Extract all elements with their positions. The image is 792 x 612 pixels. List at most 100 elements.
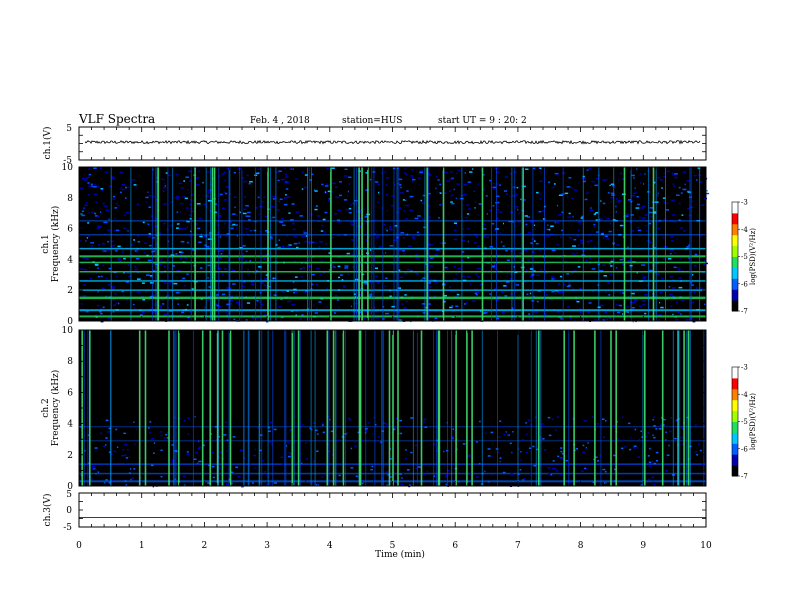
spectrogram-sferic bbox=[258, 330, 260, 486]
spectrogram-noise-cell bbox=[551, 290, 555, 293]
spectrogram-noise-cell bbox=[368, 295, 373, 297]
spectrogram-noise-cell bbox=[149, 275, 153, 277]
spectrogram-noise-cell bbox=[402, 252, 405, 255]
spectrogram-noise-cell bbox=[369, 281, 372, 283]
spectrogram-noise-cell bbox=[153, 250, 156, 252]
spectrogram-noise-cell bbox=[532, 445, 535, 448]
spectrogram-noise-cell bbox=[594, 456, 598, 458]
spectrogram-noise-cell bbox=[511, 451, 513, 454]
spectrogram-sferic bbox=[248, 330, 250, 486]
spectrogram-noise-cell bbox=[198, 460, 202, 463]
spectrogram-noise-cell bbox=[536, 448, 539, 451]
ch3-ytick-middle: 0 bbox=[66, 506, 72, 516]
spectrogram-noise-cell bbox=[163, 203, 167, 205]
spectrogram-noise-cell bbox=[521, 439, 524, 441]
spectrogram-noise-cell bbox=[207, 238, 212, 240]
spectrogram-noise-cell bbox=[528, 317, 531, 320]
spectrogram-noise-cell bbox=[572, 287, 574, 290]
spectrogram-noise-cell bbox=[540, 423, 544, 425]
spectrogram-noise-cell bbox=[91, 212, 94, 214]
spectrogram-noise-cell bbox=[657, 176, 661, 179]
spectrogram-noise-cell bbox=[354, 236, 356, 238]
spectrogram-noise-cell bbox=[208, 242, 210, 244]
spectrogram-noise-cell bbox=[391, 305, 396, 308]
spectrogram-noise-cell bbox=[314, 206, 317, 208]
spectrogram-noise-cell bbox=[497, 183, 499, 185]
spectrogram-noise-cell bbox=[279, 198, 283, 200]
spectrogram-noise-cell bbox=[482, 235, 487, 238]
spectrogram-noise-cell bbox=[428, 303, 431, 305]
spectrogram-noise-cell bbox=[151, 294, 156, 296]
spectrogram-sferic bbox=[655, 167, 657, 321]
spectrogram-noise-cell bbox=[182, 277, 186, 280]
spectrogram-noise-cell bbox=[694, 424, 697, 426]
spectrogram-noise-cell bbox=[124, 197, 127, 199]
spectrogram-noise-cell bbox=[398, 249, 402, 251]
spectrogram-noise-cell bbox=[392, 428, 396, 431]
spectrogram-noise-cell bbox=[316, 433, 319, 435]
spectrogram-noise-cell bbox=[533, 295, 535, 298]
spectrogram-noise-cell bbox=[436, 439, 440, 442]
spectrogram-noise-cell bbox=[594, 319, 598, 321]
spectrogram-noise-cell bbox=[593, 213, 597, 215]
spectrogram-noise-cell bbox=[446, 267, 449, 270]
spectrogram-noise-cell bbox=[233, 318, 236, 321]
spectrogram-noise-cell bbox=[678, 202, 681, 205]
spectrogram-noise-cell bbox=[524, 249, 528, 251]
spectrogram-noise-cell bbox=[84, 204, 88, 207]
spectrogram-noise-cell bbox=[571, 271, 574, 274]
spectrogram-noise-cell bbox=[268, 483, 272, 485]
spectrogram-noise-cell bbox=[341, 279, 344, 281]
spectrogram-noise-cell bbox=[602, 202, 606, 205]
spectrogram-noise-cell bbox=[288, 455, 291, 458]
colorbar-tick-label: -4 bbox=[741, 226, 748, 234]
spectrogram-noise-cell bbox=[475, 476, 479, 478]
spectrogram-noise-cell bbox=[676, 238, 678, 240]
spectrogram-sferic bbox=[332, 330, 335, 486]
spectrogram-noise-cell bbox=[527, 231, 532, 234]
spectrogram-noise-cell bbox=[479, 420, 481, 423]
spectrogram-noise-cell bbox=[678, 186, 681, 189]
spectrogram-noise-cell bbox=[368, 290, 372, 292]
spectrogram-noise-cell bbox=[183, 419, 186, 422]
spectrogram-noise-cell bbox=[290, 219, 294, 221]
spectrogram-noise-cell bbox=[94, 468, 97, 471]
spectrogram-noise-cell bbox=[93, 465, 95, 468]
spectrogram-noise-cell bbox=[96, 227, 101, 229]
spectrogram-noise-cell bbox=[595, 178, 599, 180]
spectrogram-noise-cell bbox=[354, 200, 358, 202]
spectrogram-noise-cell bbox=[514, 224, 517, 227]
spectrogram-noise-cell bbox=[101, 243, 106, 245]
spectrogram-noise-cell bbox=[622, 256, 624, 259]
spectrogram-noise-cell bbox=[477, 275, 480, 278]
spectrogram-sferic bbox=[433, 330, 435, 486]
spectrogram-noise-cell bbox=[294, 276, 298, 278]
spectrogram-noise-cell bbox=[86, 257, 89, 259]
spectrogram-noise-cell bbox=[183, 180, 185, 182]
spectrogram-noise-cell bbox=[492, 186, 497, 189]
spectrogram-noise-cell bbox=[466, 301, 468, 304]
spectrogram-sferic bbox=[424, 167, 426, 321]
spectrogram-noise-cell bbox=[182, 228, 187, 230]
spectrogram-noise-cell bbox=[420, 279, 423, 281]
spectrogram-noise-cell bbox=[277, 179, 280, 182]
spectrogram-noise-cell bbox=[378, 436, 380, 438]
spectrogram-noise-cell bbox=[502, 245, 505, 247]
spectrogram-noise-cell bbox=[372, 432, 374, 435]
spectrogram-noise-cell bbox=[532, 167, 536, 170]
spectrogram-noise-cell bbox=[179, 228, 183, 230]
spectrogram-noise-cell bbox=[557, 221, 559, 223]
spectrogram-noise-cell bbox=[337, 221, 341, 223]
spectrogram-noise-cell bbox=[125, 457, 128, 459]
spectrogram-sferic bbox=[284, 330, 286, 486]
spectrogram-noise-cell bbox=[600, 200, 602, 202]
spectrogram-sferic bbox=[672, 330, 674, 486]
spectrogram-noise-cell bbox=[151, 312, 155, 314]
spectrogram-noise-cell bbox=[410, 417, 414, 419]
spectrogram-noise-cell bbox=[354, 311, 358, 313]
spectrogram-noise-cell bbox=[322, 422, 324, 424]
spectrogram-noise-cell bbox=[525, 422, 527, 424]
spectrogram-noise-cell bbox=[198, 440, 200, 443]
spectrogram-sferic bbox=[455, 330, 457, 486]
spectrogram-noise-cell bbox=[111, 245, 114, 247]
